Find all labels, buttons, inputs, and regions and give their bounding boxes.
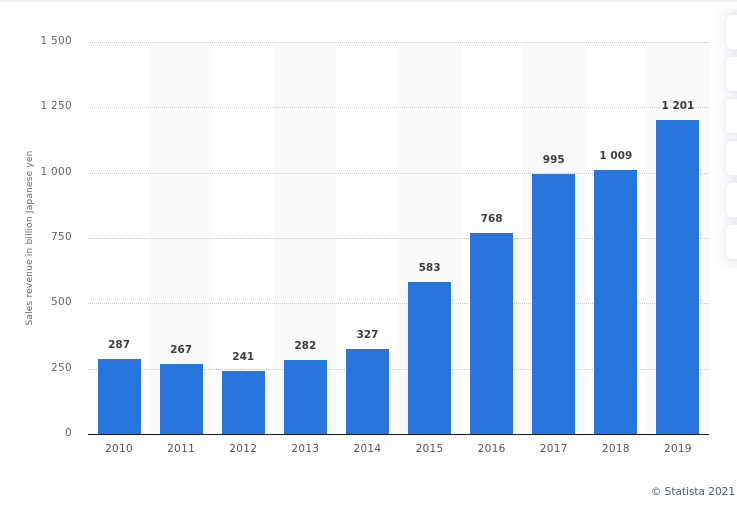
bar-2018[interactable] (594, 170, 638, 434)
y-tick-label: 1 250 (40, 100, 72, 112)
x-tick-label: 2015 (415, 443, 444, 455)
bar-2014[interactable] (345, 348, 389, 434)
bar-2013[interactable] (283, 360, 327, 434)
y-tick-label: 500 (51, 296, 72, 308)
side-toolbar-button[interactable] (726, 141, 737, 175)
bar-value-label: 583 (418, 261, 441, 274)
x-tick-label: 2019 (663, 443, 692, 455)
y-tick-label: 0 (65, 427, 72, 439)
bar-2017[interactable] (532, 173, 576, 434)
copyright[interactable]: © Statista 2021 (650, 486, 735, 498)
bar-2019[interactable] (656, 120, 700, 434)
x-tick-label: 2010 (105, 443, 133, 455)
x-tick-label: 2017 (539, 443, 568, 455)
side-toolbar-button[interactable] (726, 225, 737, 259)
gridline (88, 107, 709, 108)
bar-value-label: 287 (108, 338, 130, 351)
top-strip (0, 0, 737, 2)
x-axis-line (88, 434, 709, 435)
gridline (88, 173, 709, 174)
x-tick-label: 2014 (353, 443, 382, 455)
bar-value-label: 282 (294, 340, 317, 353)
bar-2015[interactable] (408, 281, 452, 434)
y-tick-label: 250 (51, 362, 72, 374)
bar-value-label: 241 (232, 351, 255, 364)
gridline (88, 238, 709, 239)
y-tick-label: 1 500 (40, 35, 72, 47)
gridline (88, 369, 709, 370)
bar-value-label: 267 (170, 344, 193, 357)
bar-value-label: 1 201 (661, 100, 695, 113)
side-toolbar-button[interactable] (726, 99, 737, 133)
gridline (88, 303, 709, 304)
bar-2010[interactable] (97, 358, 141, 434)
bar-value-label: 768 (480, 213, 503, 226)
x-tick-label: 2016 (477, 443, 506, 455)
x-tick-label: 2012 (229, 443, 258, 455)
y-tick-label: 750 (51, 231, 72, 243)
gridline (88, 42, 709, 43)
bar-value-label: 1 009 (599, 150, 633, 163)
y-axis-title: Sales revenue in billion Japanese yen (25, 150, 35, 326)
x-tick-label: 2011 (167, 443, 196, 455)
bar-2011[interactable] (159, 364, 203, 434)
x-tick-label: 2013 (291, 443, 320, 455)
bar-value-label: 995 (542, 153, 565, 166)
side-toolbar-button[interactable] (726, 57, 737, 91)
x-tick-label: 2018 (601, 443, 630, 455)
bar-value-label: 327 (356, 328, 379, 341)
bar-2012[interactable] (221, 371, 265, 434)
y-tick-label: 1 000 (40, 166, 72, 178)
side-toolbar-button[interactable] (726, 15, 737, 49)
side-toolbar-button[interactable] (726, 183, 737, 217)
side-toolbar-shade (712, 8, 737, 268)
bar-2016[interactable] (470, 233, 514, 434)
